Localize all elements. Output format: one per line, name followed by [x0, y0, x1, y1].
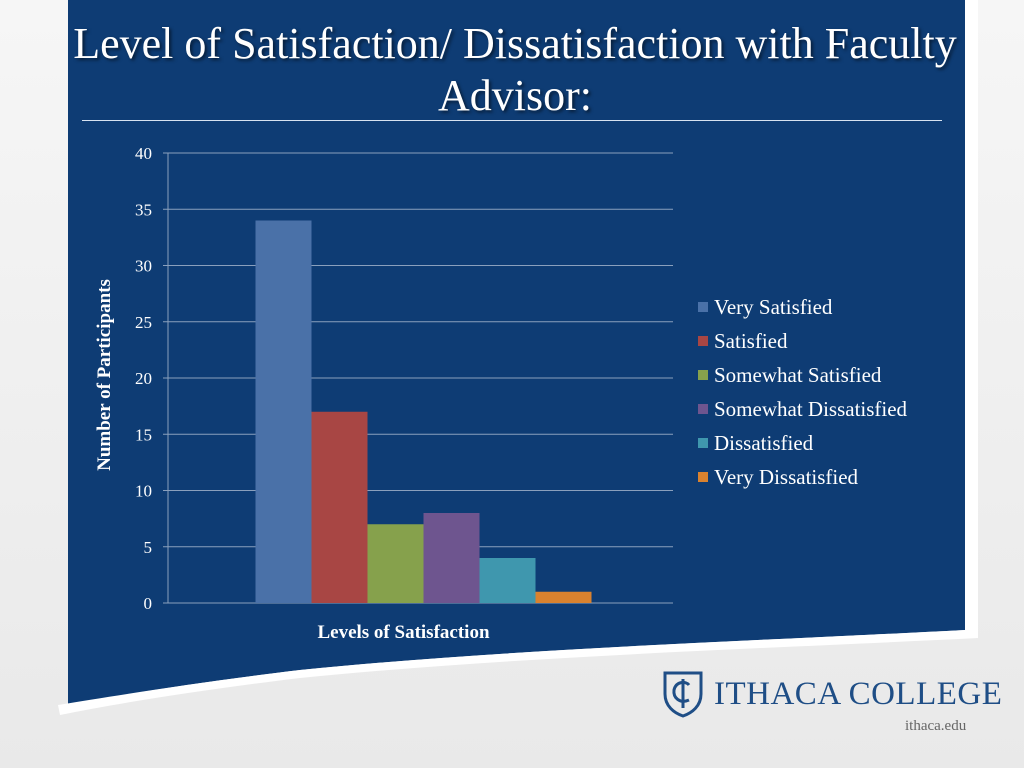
y-tick-label: 25: [135, 313, 152, 332]
legend-item: Satisfied: [698, 324, 907, 358]
legend-item: Very Satisfied: [698, 290, 907, 324]
legend-item: Somewhat Dissatisfied: [698, 392, 907, 426]
legend-item: Somewhat Satisfied: [698, 358, 907, 392]
bar-dissatisfied: [479, 558, 536, 603]
legend-swatch: [698, 370, 708, 380]
legend-label: Very Satisfied: [714, 294, 833, 319]
legend-label: Somewhat Dissatisfied: [714, 396, 908, 421]
y-tick-label: 0: [144, 594, 153, 613]
legend-label: Satisfied: [714, 328, 788, 353]
legend-swatch: [698, 302, 708, 312]
legend-item: Very Dissatisfied: [698, 460, 907, 494]
legend-item: Dissatisfied: [698, 426, 907, 460]
legend-swatch: [698, 438, 708, 448]
legend-swatch: [698, 336, 708, 346]
y-tick-label: 30: [135, 257, 152, 276]
y-tick-label: 40: [135, 144, 152, 163]
shield-icon: [663, 671, 703, 718]
bar-satisfied: [311, 411, 368, 603]
legend-swatch: [698, 404, 708, 414]
website-url: ithaca.edu: [905, 718, 967, 734]
y-tick-label: 5: [144, 538, 153, 557]
title-divider: [82, 120, 942, 121]
y-tick-label: 10: [135, 482, 152, 501]
logo-wordmark: ITHACA COLLEGE: [714, 675, 1003, 712]
y-tick-label: 35: [135, 200, 152, 219]
legend-label: Somewhat Satisfied: [714, 362, 882, 387]
bar-very-satisfied: [255, 220, 312, 603]
legend-label: Very Dissatisfied: [714, 464, 859, 489]
ithaca-logo: ITHACA COLLEGE: [662, 670, 1002, 718]
bar-somewhat-satisfied: [367, 524, 424, 603]
y-tick-label: 20: [135, 369, 152, 388]
legend-label: Dissatisfied: [714, 430, 814, 455]
chart-legend: Very Satisfied Satisfied Somewhat Satisfie…: [698, 290, 907, 494]
slide-title: Level of Satisfaction/ Dissatisfaction w…: [73, 19, 957, 120]
x-axis-title: Levels of Satisfaction: [317, 622, 489, 643]
bar-very-dissatisfied: [535, 591, 592, 603]
y-axis-title: Number of Participants: [94, 279, 115, 471]
legend-swatch: [698, 472, 708, 482]
y-tick-label: 15: [135, 425, 152, 444]
bar-somewhat-dissatisfied: [423, 513, 480, 603]
